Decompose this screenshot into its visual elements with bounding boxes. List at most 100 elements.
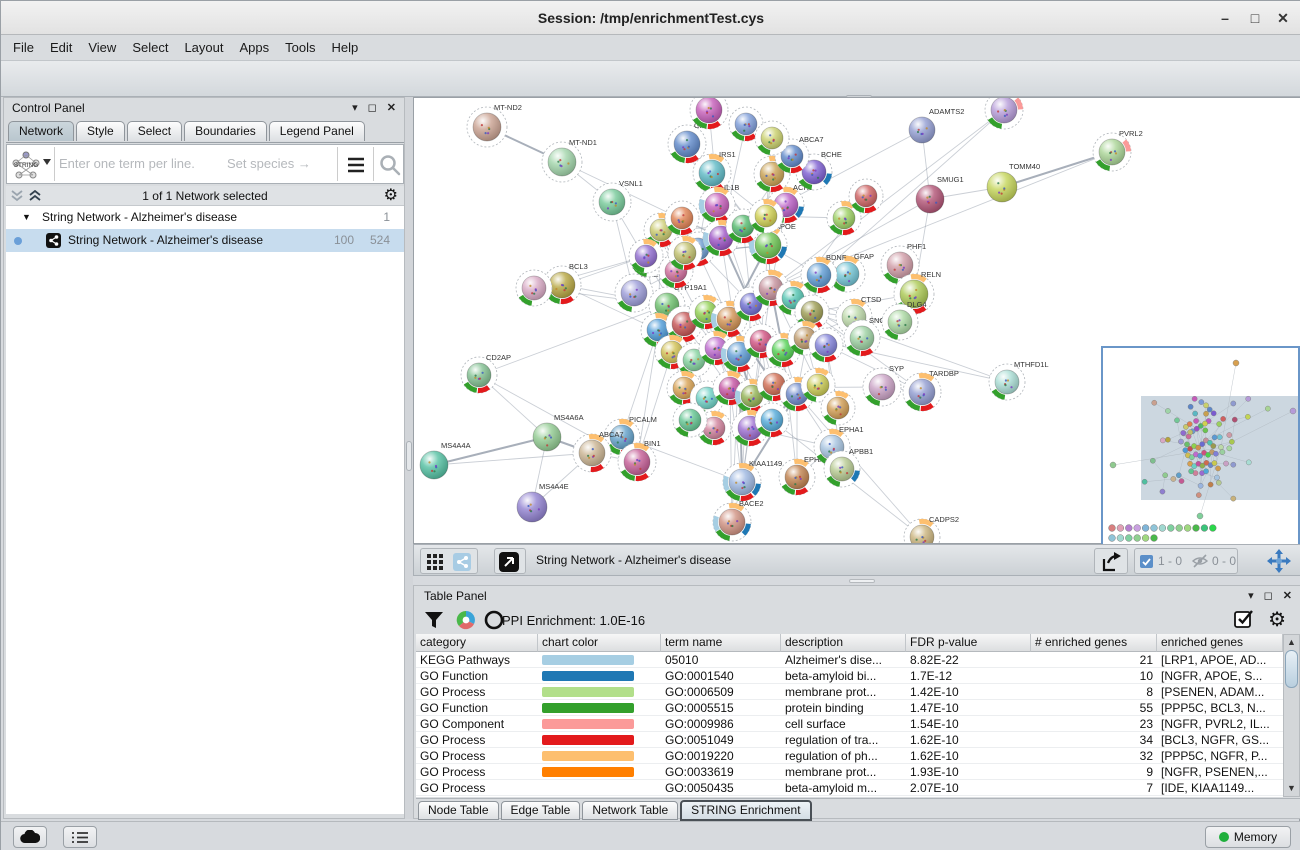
- string-search-bar[interactable]: STRING Enter one term per line. Set spec…: [6, 144, 404, 184]
- tab-select[interactable]: Select: [126, 121, 183, 141]
- protein-node-IL1B[interactable]: IL1B: [698, 183, 739, 224]
- protein-node-ABCA7[interactable]: ABCA7: [572, 430, 624, 473]
- birdseye-toggle-icon[interactable]: [499, 552, 519, 572]
- protein-node-CD2AP[interactable]: CD2AP: [460, 353, 511, 394]
- table-panel-buttons[interactable]: ▾ ◻ ✕: [1240, 589, 1294, 602]
- selected-nodes-icon[interactable]: [1140, 555, 1153, 568]
- protein-node-MS4A4E[interactable]: MS4A4E: [516, 482, 569, 523]
- protein-node[interactable]: [667, 235, 703, 271]
- string-source-dropdown-icon[interactable]: [43, 159, 51, 169]
- splitter-grip[interactable]: [406, 441, 412, 471]
- protein-node-SNCA[interactable]: SNCA: [843, 316, 890, 357]
- export-network-icon[interactable]: [1100, 551, 1122, 573]
- ring-chart-icon[interactable]: [484, 610, 504, 630]
- task-history-button[interactable]: [63, 826, 97, 848]
- column-header[interactable]: category: [416, 634, 538, 652]
- protein-node[interactable]: [808, 327, 844, 363]
- protein-node[interactable]: [672, 402, 708, 438]
- table-row[interactable]: GO Function GO:0005515 protein binding 1.47…: [416, 700, 1283, 716]
- protein-node[interactable]: [984, 98, 1024, 130]
- collapse-all-icon[interactable]: [10, 190, 24, 202]
- minimize-button[interactable]: –: [1221, 10, 1229, 26]
- protein-node[interactable]: [820, 390, 856, 426]
- menu-layout[interactable]: Layout: [184, 40, 224, 55]
- protein-node-SYP[interactable]: SYP: [862, 364, 904, 407]
- network-canvas[interactable]: MT-ND2MT-ND1VSNL1GAB2ADAMTS2PVRL2TOMM40S…: [413, 97, 1300, 544]
- menu-edit[interactable]: Edit: [49, 40, 73, 55]
- protein-node-MME[interactable]: MME: [614, 270, 659, 313]
- automation-cloud-button[interactable]: [13, 826, 47, 848]
- menu-help[interactable]: Help: [331, 40, 359, 55]
- tab-network-table[interactable]: Network Table: [582, 801, 679, 820]
- protein-node[interactable]: [754, 120, 790, 156]
- table-row[interactable]: GO Process GO:0019220 regulation of ph... 1…: [416, 748, 1283, 764]
- tab-string-enrichment[interactable]: STRING Enrichment: [680, 800, 812, 821]
- protein-node[interactable]: [689, 98, 729, 130]
- protein-node-BIN1[interactable]: BIN1: [617, 439, 661, 482]
- column-header[interactable]: term name: [661, 634, 781, 652]
- protein-node-ABCA7[interactable]: ABCA7: [774, 135, 824, 174]
- species-hint[interactable]: Set species →: [227, 156, 311, 171]
- column-header[interactable]: FDR p-value: [906, 634, 1031, 652]
- tab-style[interactable]: Style: [76, 121, 125, 141]
- tab-boundaries[interactable]: Boundaries: [184, 121, 267, 141]
- protein-node-IRS1[interactable]: IRS1: [692, 150, 736, 193]
- menu-tools[interactable]: Tools: [285, 40, 316, 55]
- protein-node[interactable]: [848, 178, 884, 214]
- protein-node-MS4A4A[interactable]: MS4A4A: [419, 441, 471, 480]
- table-row[interactable]: GO Process GO:0033619 membrane prot... 1.93…: [416, 764, 1283, 780]
- protein-node[interactable]: [728, 106, 764, 142]
- string-query-placeholder[interactable]: Enter one term per line.: [59, 156, 195, 171]
- hidden-nodes-eye-icon[interactable]: [1192, 554, 1208, 568]
- network-collection-row[interactable]: ▼ String Network - Alzheimer's disease 1: [6, 206, 404, 229]
- menu-view[interactable]: View: [88, 40, 117, 55]
- protein-node-DLG4[interactable]: DLG4: [881, 300, 927, 341]
- table-row[interactable]: KEGG Pathways 05010 Alzheimer's dise... 8.8…: [416, 652, 1283, 668]
- protein-node-CADPS2[interactable]: CADPS2: [903, 515, 959, 543]
- control-panel-buttons[interactable]: ▾ ◻ ✕: [344, 101, 398, 114]
- protein-node-TARDBP[interactable]: TARDBP: [902, 369, 959, 412]
- horizontal-splitter[interactable]: [413, 576, 1300, 585]
- protein-node-MT-ND2[interactable]: MT-ND2: [466, 103, 522, 148]
- select-columns-icon[interactable]: [1234, 609, 1254, 629]
- menu-select[interactable]: Select: [132, 40, 169, 55]
- close-button[interactable]: ✕: [1277, 10, 1289, 26]
- enrichment-table[interactable]: category chart color term name description F…: [416, 634, 1283, 797]
- pan-navigate-icon[interactable]: [1266, 548, 1292, 574]
- protein-node[interactable]: [752, 269, 790, 307]
- grid-view-icon[interactable]: [426, 553, 444, 571]
- maximize-button[interactable]: □: [1250, 10, 1260, 26]
- protein-node[interactable]: [628, 238, 664, 274]
- string-search-icon[interactable]: [379, 154, 401, 176]
- table-row[interactable]: GO Component GO:0009986 cell surface 1.54E-…: [416, 716, 1283, 732]
- protein-node-PHF1[interactable]: PHF1: [880, 242, 926, 285]
- column-header[interactable]: description: [781, 634, 906, 652]
- protein-node-SMUG1[interactable]: SMUG1: [915, 175, 964, 214]
- splitter-grip[interactable]: [849, 579, 875, 583]
- protein-node-APBB1[interactable]: APBB1: [823, 447, 873, 488]
- string-share-icon[interactable]: [453, 553, 471, 571]
- protein-node-KIAA1149[interactable]: KIAA1149: [722, 459, 782, 502]
- memory-button[interactable]: Memory: [1205, 826, 1291, 848]
- table-row[interactable]: GO Process GO:0006509 membrane prot... 1.42…: [416, 684, 1283, 700]
- protein-node-PVRL2[interactable]: PVRL2: [1092, 129, 1143, 172]
- scrollbar-thumb[interactable]: [1285, 650, 1298, 688]
- table-row[interactable]: GO Process GO:0051049 regulation of tra...…: [416, 732, 1283, 748]
- table-scrollbar[interactable]: ▲ ▼: [1283, 634, 1300, 797]
- table-settings-gear-icon[interactable]: ⚙: [1268, 609, 1286, 631]
- filter-icon[interactable]: [424, 610, 444, 630]
- table-row[interactable]: GO Function GO:0001540 beta-amyloid bi... 1…: [416, 668, 1283, 684]
- protein-node-BDNF[interactable]: BDNF: [800, 253, 847, 294]
- tab-network[interactable]: Network: [8, 121, 75, 141]
- chart-donut-icon[interactable]: [456, 610, 476, 630]
- protein-node-MS4A6A[interactable]: MS4A6A: [532, 413, 584, 452]
- column-header[interactable]: # enriched genes: [1031, 634, 1157, 652]
- protein-node[interactable]: [515, 269, 553, 307]
- protein-node-BACE2[interactable]: BACE2: [712, 499, 764, 542]
- tab-edge-table[interactable]: Edge Table: [500, 801, 581, 820]
- network-options-gear-icon[interactable]: ⚙: [383, 187, 398, 204]
- tab-legend-panel[interactable]: Legend Panel: [268, 121, 365, 141]
- protein-node[interactable]: [748, 198, 784, 234]
- string-options-icon[interactable]: [345, 154, 367, 176]
- protein-node[interactable]: [754, 402, 790, 438]
